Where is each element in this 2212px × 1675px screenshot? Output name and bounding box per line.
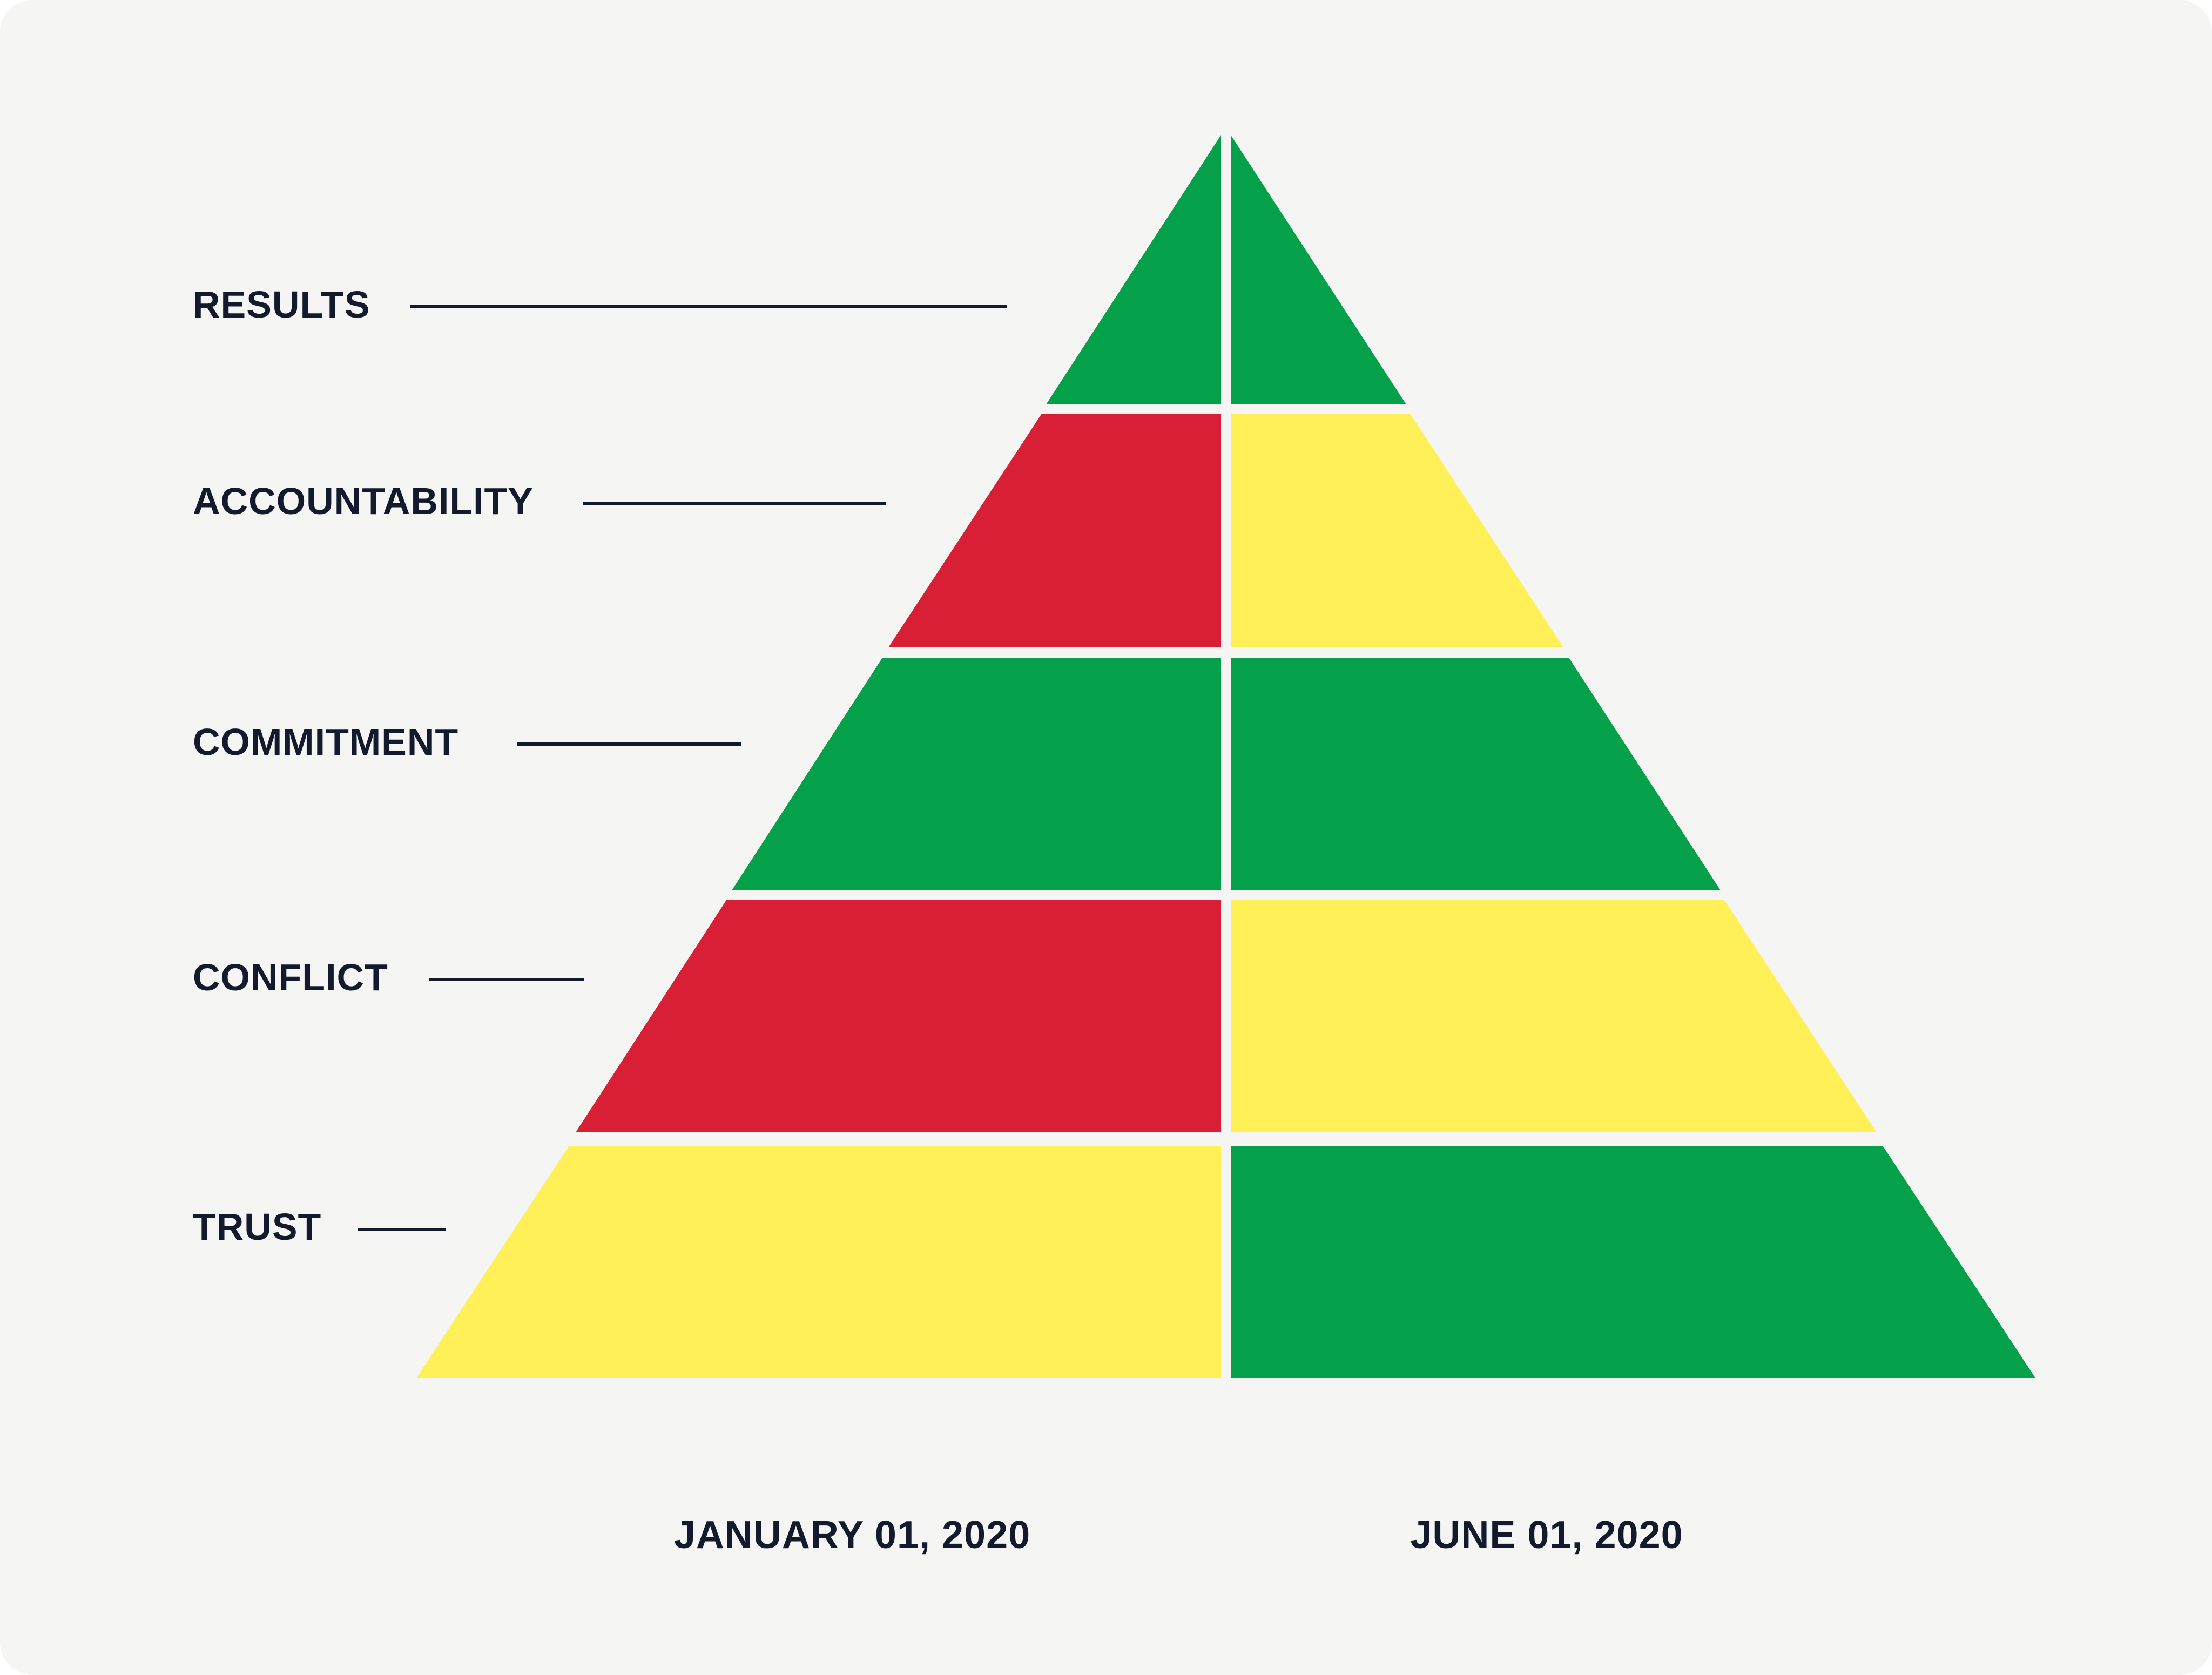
level-label-trust: TRUST (193, 1206, 321, 1248)
segment-accountability-january (888, 414, 1221, 647)
segment-trust-june (1231, 1146, 2035, 1378)
level-commitment: COMMITMENT (193, 658, 1721, 890)
level-accountability: ACCOUNTABILITY (193, 414, 1563, 647)
date-label-june: JUNE 01, 2020 (1410, 1514, 1683, 1557)
segment-commitment-june (1231, 658, 1721, 890)
segment-accountability-june (1231, 414, 1563, 647)
segment-commitment-january (732, 658, 1221, 890)
segment-results-june (1231, 135, 1406, 404)
segment-conflict-june (1231, 900, 1877, 1132)
level-results: RESULTS (193, 135, 1406, 404)
level-label-results: RESULTS (193, 283, 370, 326)
level-label-accountability: ACCOUNTABILITY (193, 480, 534, 522)
level-label-commitment: COMMITMENT (193, 721, 458, 763)
segment-conflict-january (576, 900, 1221, 1132)
segment-results-january (1046, 135, 1221, 404)
date-label-january: JANUARY 01, 2020 (674, 1514, 1030, 1557)
level-conflict: CONFLICT (193, 900, 1877, 1132)
segment-trust-january (416, 1146, 1221, 1378)
level-trust: TRUST (193, 1146, 2035, 1378)
level-label-conflict: CONFLICT (193, 956, 388, 998)
